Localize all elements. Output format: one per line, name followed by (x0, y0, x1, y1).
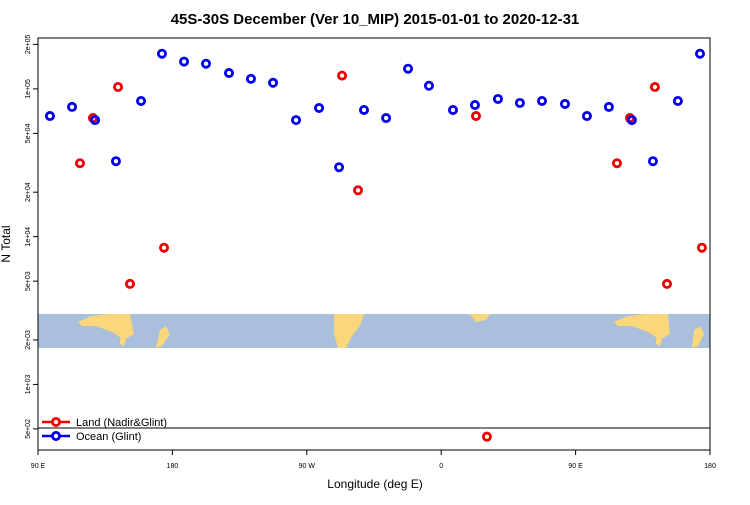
point (314, 102, 325, 113)
point (447, 104, 458, 115)
point (245, 73, 256, 84)
point (647, 156, 658, 167)
point (110, 156, 121, 167)
point (74, 158, 85, 169)
y-tick-label: 1e+03 (25, 375, 32, 395)
point (611, 158, 622, 169)
point (124, 278, 135, 289)
point (694, 48, 705, 59)
point (481, 431, 492, 442)
map-strip (38, 314, 710, 348)
y-tick-label: 2e+05 (25, 34, 32, 54)
y-tick-label: 2e+03 (25, 330, 32, 350)
point (603, 101, 614, 112)
point (337, 70, 348, 81)
plot-frame (37, 37, 711, 451)
point (136, 96, 147, 107)
point (200, 58, 211, 69)
chart-title: 45S-30S December (Ver 10_MIP) 2015-01-01… (171, 11, 580, 28)
y-tick-label: 2e+04 (25, 182, 32, 202)
point (661, 278, 672, 289)
point (581, 111, 592, 122)
x-axis-label: Longitude (deg E) (327, 477, 422, 491)
point (381, 113, 392, 124)
legend-marker (51, 430, 62, 441)
point (268, 77, 279, 88)
legend-marker (51, 416, 62, 427)
point (696, 242, 707, 253)
y-tick-label: 1e+04 (25, 227, 32, 247)
x-tick-label: 180 (167, 463, 179, 470)
point (334, 162, 345, 173)
point (223, 68, 234, 79)
x-tick-label: 90 W (299, 463, 316, 470)
point (67, 101, 78, 112)
x-tick-label: 0 (439, 463, 443, 470)
y-axis-label: N Total (0, 225, 13, 262)
point (423, 80, 434, 91)
point (514, 97, 525, 108)
point (44, 111, 55, 122)
point (672, 96, 683, 107)
y-tick-label: 5e+04 (25, 123, 32, 143)
y-tick-label: 5e+03 (25, 271, 32, 291)
x-tick-label: 90 E (568, 463, 583, 470)
point (156, 48, 167, 59)
point (559, 98, 570, 109)
point (113, 81, 124, 92)
point (492, 93, 503, 104)
x-tick-label: 180 (704, 463, 716, 470)
y-tick-label: 5e+02 (25, 419, 32, 439)
point (353, 185, 364, 196)
point (179, 56, 190, 67)
point (537, 96, 548, 107)
point (469, 100, 480, 111)
point (626, 115, 637, 126)
point (291, 115, 302, 126)
x-tick-label: 90 E (31, 463, 46, 470)
point (649, 81, 660, 92)
point (358, 104, 369, 115)
point (470, 111, 481, 122)
point (159, 242, 170, 253)
legend-label: Ocean (Glint) (76, 431, 141, 443)
point (403, 63, 414, 74)
point (90, 115, 101, 126)
legend-label: Land (Nadir&Glint) (76, 417, 167, 429)
y-tick-label: 1e+05 (25, 79, 32, 99)
